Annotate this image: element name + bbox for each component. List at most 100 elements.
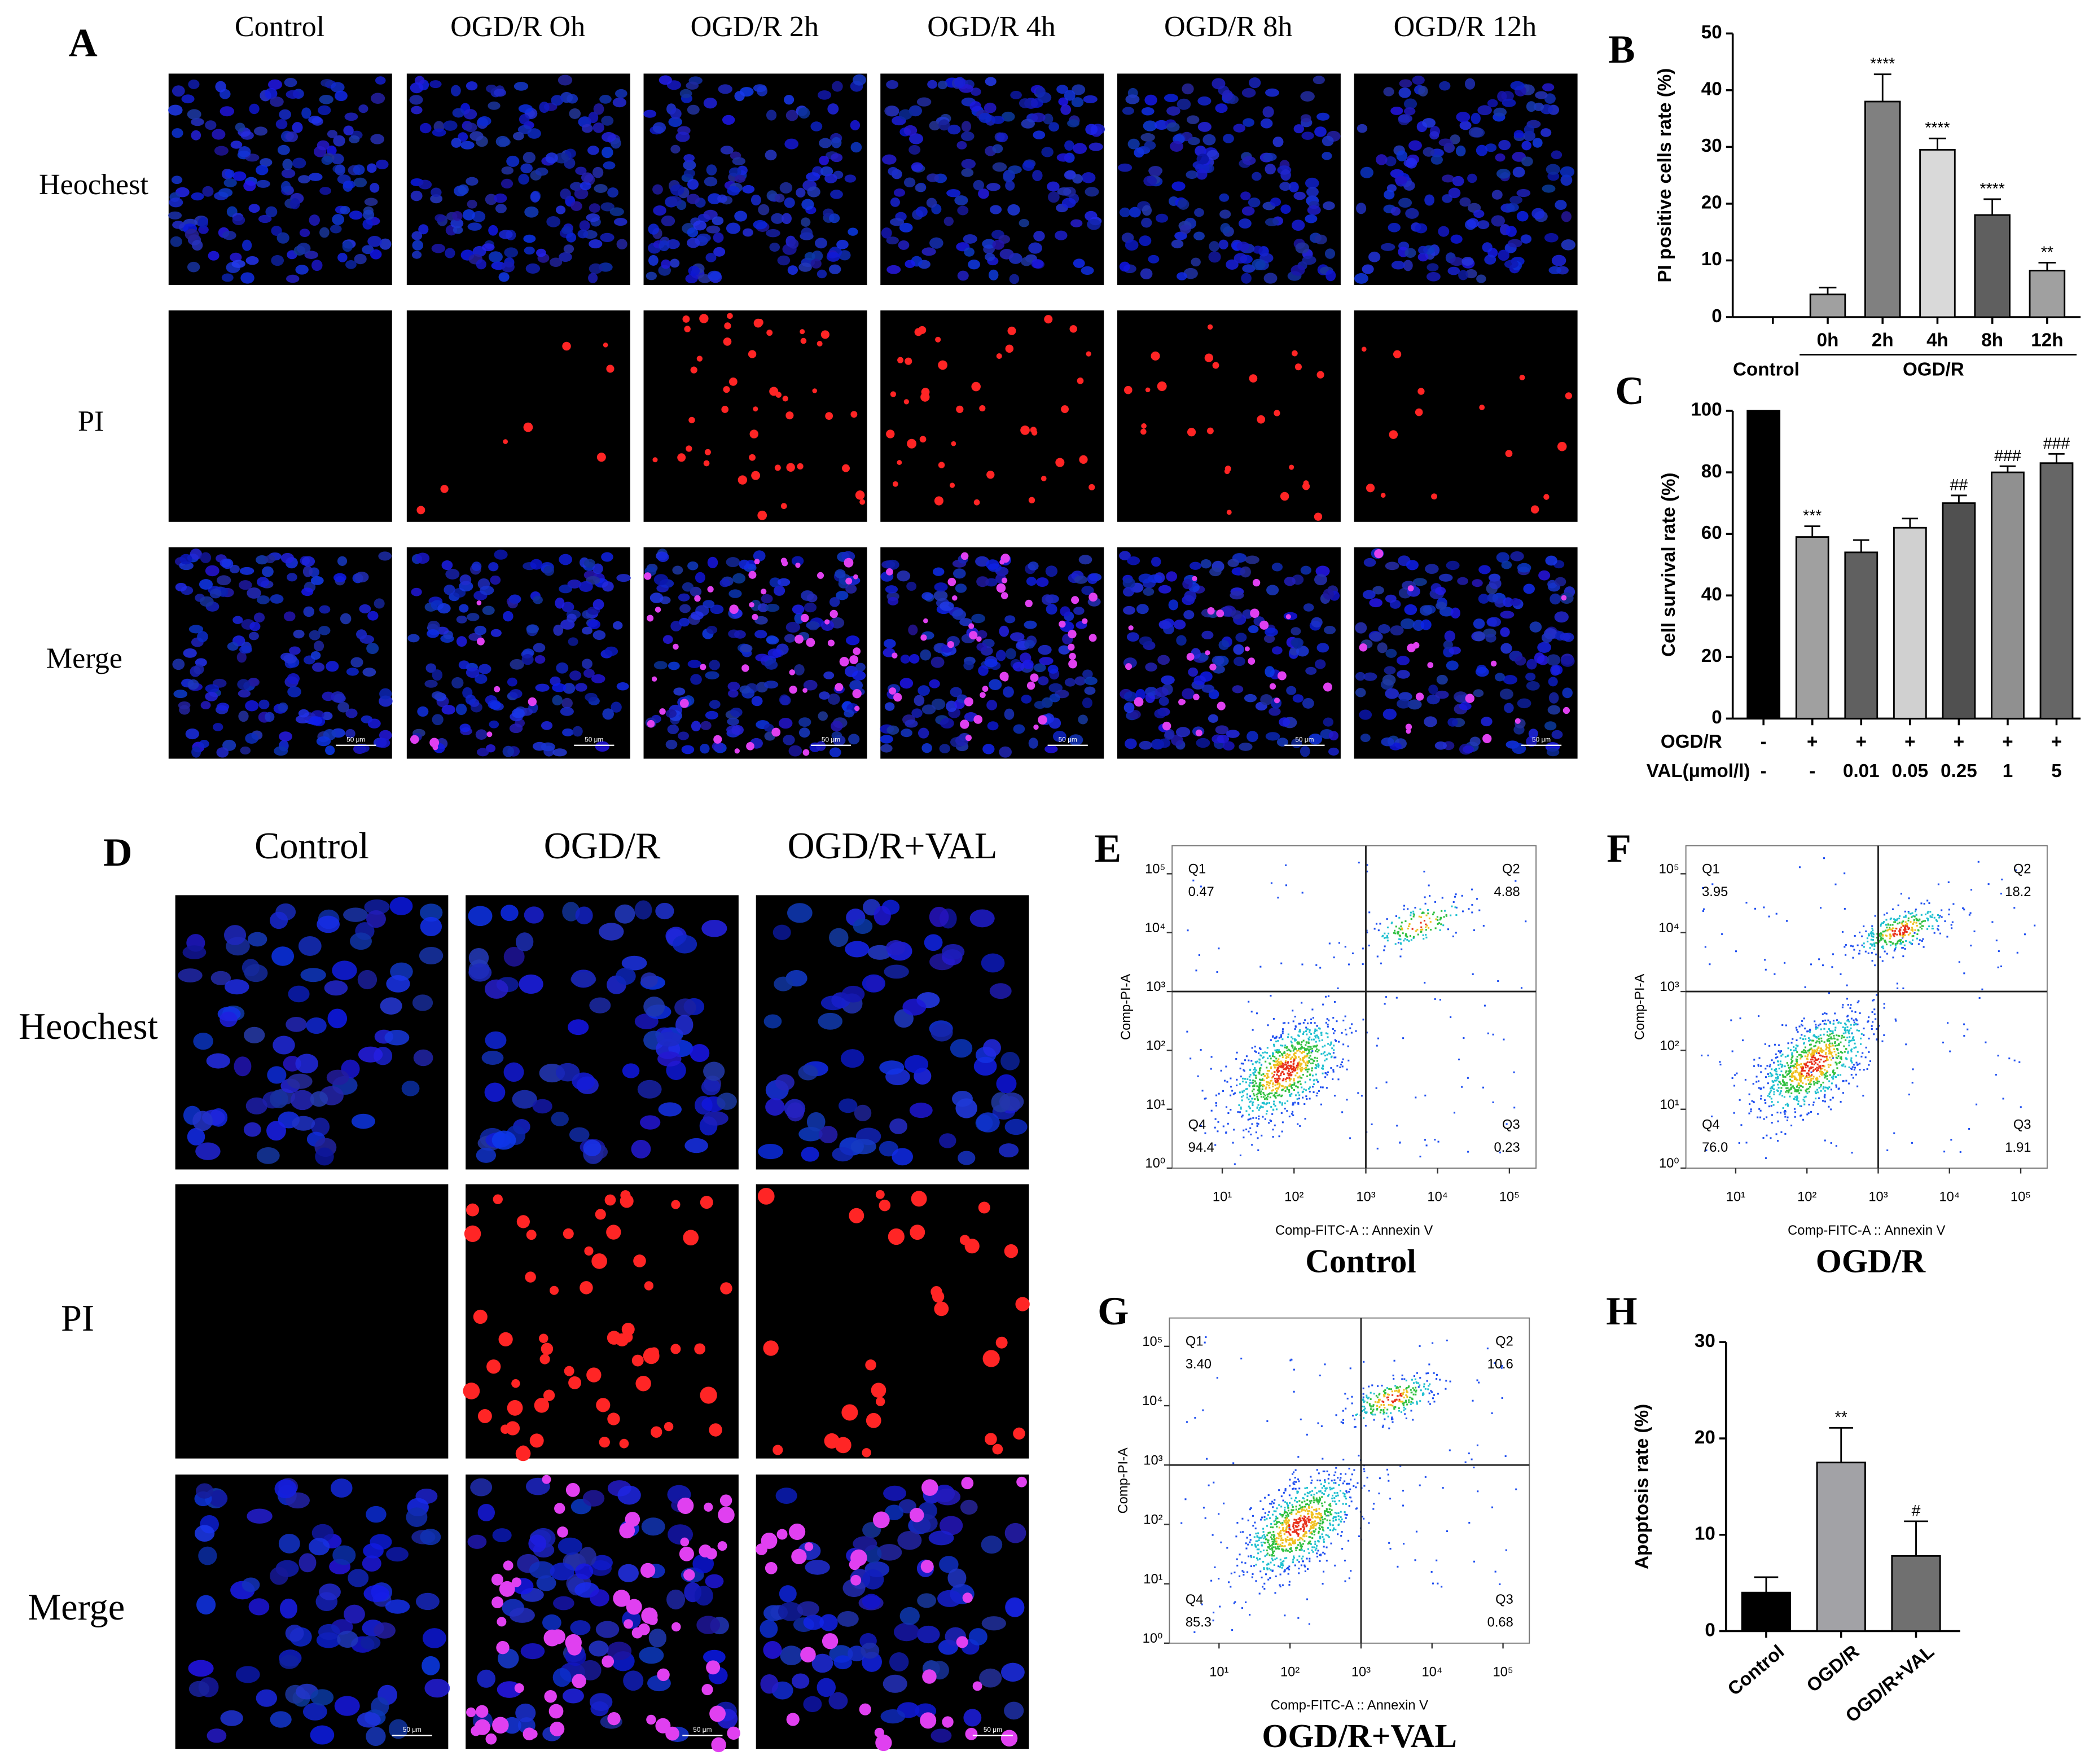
event-dot: [1257, 1149, 1259, 1151]
nucleus: [1396, 150, 1408, 161]
pi-stain: [865, 1359, 876, 1371]
event-dot: [1873, 1013, 1876, 1015]
pi-stain: [1543, 494, 1550, 500]
nucleus: [1004, 1522, 1026, 1543]
event-dot: [1847, 1030, 1850, 1032]
nucleus: [798, 262, 812, 272]
nucleus: [1119, 551, 1131, 560]
pi-stain: [879, 1199, 891, 1212]
nucleus: [908, 105, 922, 117]
nucleus: [379, 730, 392, 741]
event-dot: [1274, 1080, 1276, 1082]
nucleus: [553, 624, 564, 636]
nucleus: [672, 934, 697, 954]
event-dot: [1981, 988, 1983, 990]
event-dot: [1257, 1098, 1259, 1100]
event-dot: [1362, 1019, 1364, 1021]
event-dot: [1871, 927, 1873, 929]
event-dot: [1810, 1111, 1812, 1113]
nucleus: [1502, 98, 1516, 107]
nucleus: [591, 674, 605, 683]
nucleus: [792, 1673, 810, 1689]
nucleus: [914, 695, 925, 707]
event-dot: [1772, 1081, 1775, 1083]
event-dot: [1818, 1097, 1820, 1099]
event-dot: [1292, 1038, 1294, 1040]
event-dot: [1767, 1073, 1769, 1075]
pi-stain: [1068, 629, 1077, 639]
event-dot: [1248, 1059, 1250, 1061]
nucleus: [287, 573, 297, 582]
event-dot: [1928, 902, 1930, 904]
event-dot: [1306, 1048, 1309, 1050]
event-dot: [1847, 1031, 1850, 1033]
nucleus: [570, 1620, 591, 1635]
event-dot: [1871, 944, 1873, 946]
event-dot: [1281, 1045, 1284, 1047]
event-dot: [1757, 1080, 1760, 1082]
pi-stain: [782, 396, 788, 402]
nucleus: [1242, 156, 1256, 165]
event-dot: [1310, 1062, 1312, 1065]
event-dot: [1871, 960, 1873, 962]
nucleus: [418, 224, 429, 235]
event-dot: [1299, 1029, 1301, 1031]
nucleus: [987, 721, 999, 731]
event-dot: [1963, 909, 1965, 911]
event-dot: [1908, 941, 1911, 944]
nucleus: [1491, 215, 1505, 227]
event-dot: [1483, 1004, 1486, 1007]
event-dot: [1854, 1067, 1856, 1069]
event-dot: [1434, 998, 1436, 1000]
nucleus: [359, 635, 375, 644]
nucleus: [235, 122, 245, 132]
event-dot: [1711, 1115, 1713, 1117]
nucleus: [1423, 147, 1435, 157]
nucleus: [995, 650, 1006, 661]
nucleus: [1280, 204, 1291, 214]
nucleus: [678, 731, 690, 740]
nucleus: [1125, 239, 1139, 251]
event-dot: [1278, 1086, 1280, 1088]
event-dot: [1289, 1058, 1292, 1060]
pi-stain: [1013, 1427, 1025, 1440]
nucleus: [893, 1622, 920, 1642]
event-dot: [1777, 1064, 1780, 1066]
nucleus: [690, 611, 704, 620]
event-dot: [1329, 1044, 1331, 1046]
nucleus: [1503, 675, 1517, 684]
nucleus: [817, 269, 827, 279]
event-dot: [1294, 1074, 1297, 1077]
nucleus: [1166, 106, 1180, 116]
pi-stain: [1285, 614, 1291, 620]
pi-stain: [1405, 723, 1412, 730]
nucleus: [507, 677, 517, 687]
event-dot: [1399, 1141, 1401, 1143]
pi-stain: [607, 1712, 621, 1726]
pi-stain: [890, 391, 897, 397]
nucleus: [1235, 633, 1247, 642]
nucleus: [243, 1026, 265, 1043]
event-dot: [1805, 1095, 1807, 1098]
event-dot: [1765, 1102, 1767, 1104]
event-dot: [1704, 946, 1706, 948]
event-dot: [1854, 1042, 1856, 1045]
nucleus: [615, 904, 635, 924]
event-dot: [1290, 1061, 1292, 1063]
event-dot: [1798, 866, 1801, 868]
nucleus: [1139, 636, 1152, 646]
nucleus: [528, 1534, 547, 1553]
quadrant-name: Q1: [1188, 862, 1206, 877]
nucleus: [829, 747, 841, 758]
nucleus: [1123, 691, 1137, 702]
y-tick-label: 50: [1701, 22, 1722, 43]
nucleus: [223, 925, 247, 945]
event-dot: [1705, 1149, 1708, 1152]
event-dot: [1775, 1133, 1777, 1135]
nucleus: [587, 146, 599, 155]
nucleus: [491, 1130, 516, 1150]
nucleus: [1129, 207, 1141, 218]
event-dot: [1455, 893, 1457, 896]
nucleus: [617, 1485, 641, 1505]
event-dot: [1322, 1072, 1324, 1074]
